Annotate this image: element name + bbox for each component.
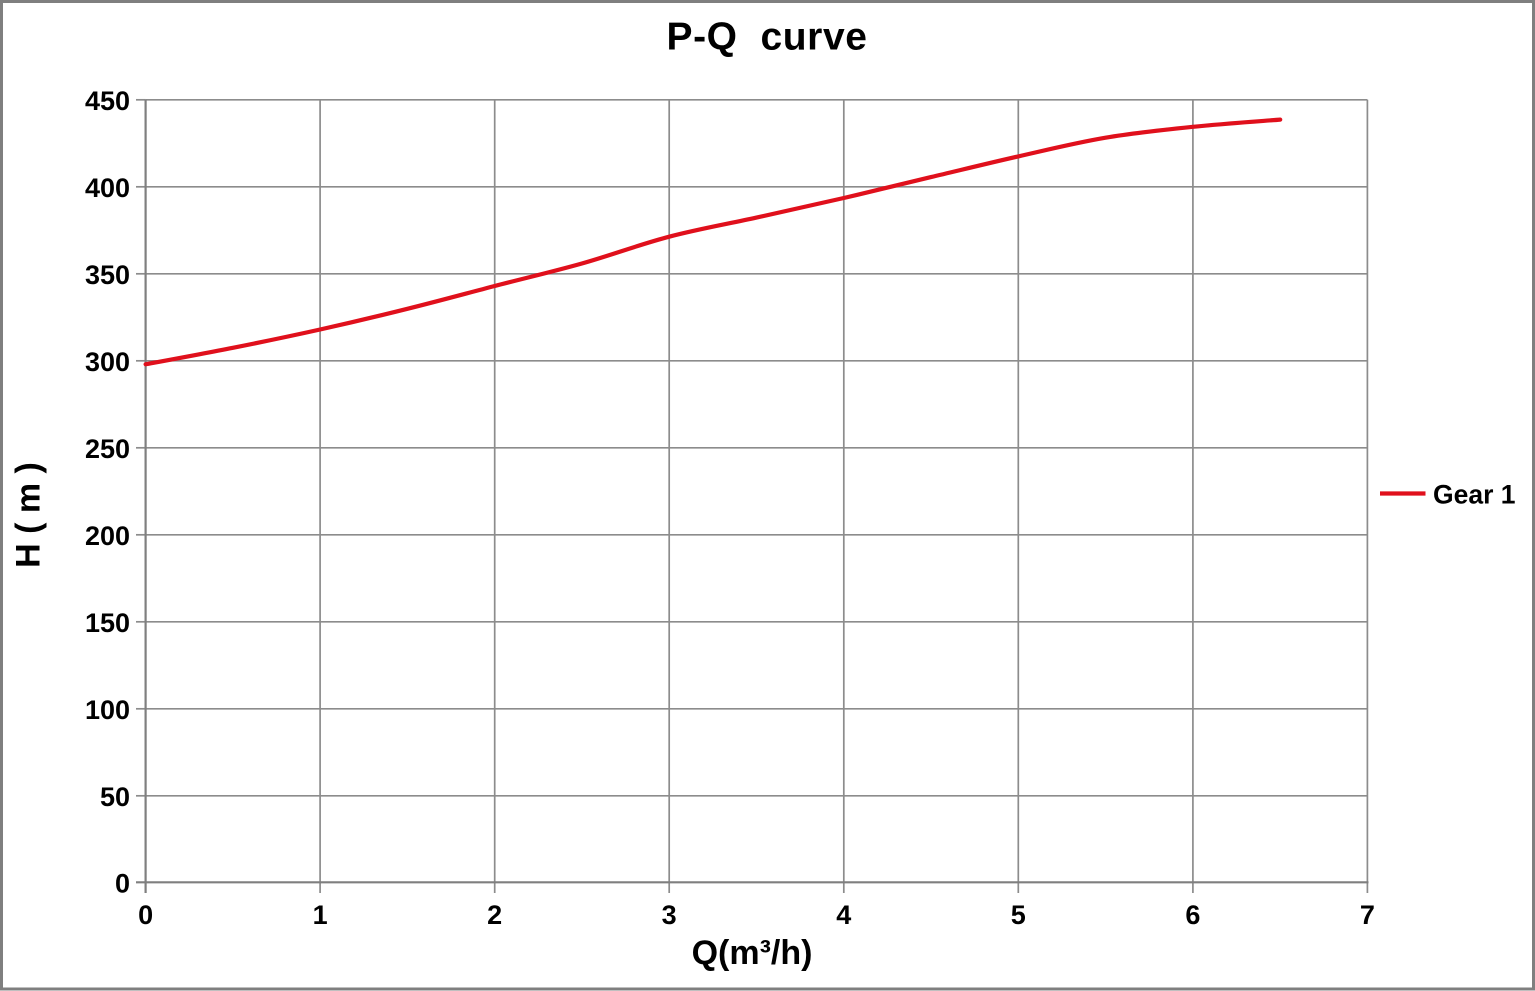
svg-text:5: 5 [1011,900,1026,930]
svg-text:Q(m³/h): Q(m³/h) [692,934,813,972]
svg-text:400: 400 [85,173,130,203]
svg-text:0: 0 [138,900,153,930]
svg-text:250: 250 [85,434,130,464]
svg-text:P-Q curve: P-Q curve [666,16,867,59]
svg-text:1: 1 [313,900,328,930]
svg-text:450: 450 [85,86,130,116]
svg-text:350: 350 [85,260,130,290]
svg-text:50: 50 [100,782,130,812]
svg-text:7: 7 [1360,900,1375,930]
svg-text:200: 200 [85,521,130,551]
svg-text:2: 2 [487,900,502,930]
svg-text:6: 6 [1185,900,1200,930]
svg-text:3: 3 [662,900,677,930]
svg-text:0: 0 [115,868,130,898]
svg-text:H ( m ): H ( m ) [10,462,48,568]
svg-text:300: 300 [85,347,130,377]
svg-text:Gear 1: Gear 1 [1433,479,1516,509]
svg-text:150: 150 [85,608,130,638]
svg-text:4: 4 [836,900,851,930]
svg-text:100: 100 [85,695,130,725]
